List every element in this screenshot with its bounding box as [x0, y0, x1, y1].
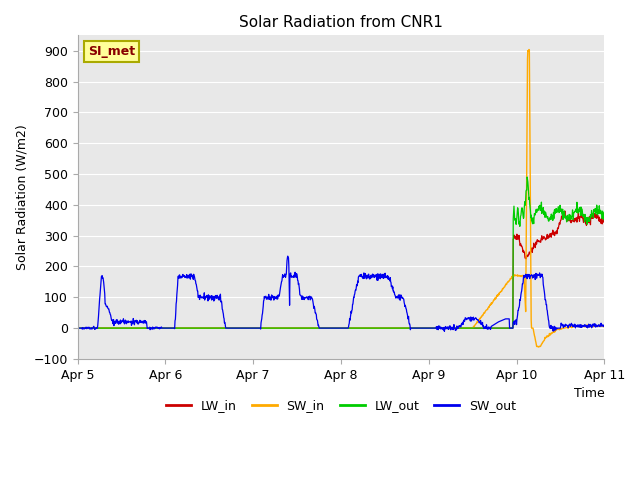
LW_in	[538, 233, 546, 239]
SW_out	[178, 274, 186, 279]
SW_out	[440, 328, 448, 334]
LW_in	[600, 215, 608, 221]
LW_in	[561, 208, 569, 214]
LW_out	[178, 325, 186, 331]
Y-axis label: Solar Radiation (W/m2): Solar Radiation (W/m2)	[15, 124, 28, 270]
SW_out	[423, 325, 431, 331]
SW_out	[600, 323, 608, 329]
LW_out	[600, 217, 608, 223]
Legend: LW_in, SW_in, LW_out, SW_out: LW_in, SW_in, LW_out, SW_out	[161, 395, 522, 418]
Title: Solar Radiation from CNR1: Solar Radiation from CNR1	[239, 15, 443, 30]
SW_out	[539, 274, 547, 280]
SW_out	[74, 325, 81, 331]
SW_in	[191, 325, 198, 331]
Line: SW_out: SW_out	[77, 256, 604, 331]
SW_in	[539, 339, 547, 345]
LW_out	[250, 325, 257, 331]
X-axis label: Time: Time	[573, 387, 604, 400]
LW_in	[191, 325, 198, 331]
LW_in	[492, 325, 499, 331]
SW_in	[535, 344, 543, 350]
Line: SW_in: SW_in	[77, 49, 604, 347]
LW_out	[538, 210, 546, 216]
Text: SI_met: SI_met	[88, 45, 135, 58]
Line: LW_in: LW_in	[77, 211, 604, 328]
LW_out	[524, 174, 531, 180]
Line: LW_out: LW_out	[77, 177, 604, 328]
LW_in	[74, 325, 81, 331]
SW_in	[600, 323, 608, 328]
SW_in	[422, 325, 430, 331]
SW_in	[178, 325, 186, 331]
SW_out	[492, 321, 500, 326]
SW_in	[74, 325, 81, 331]
SW_out	[250, 325, 257, 331]
LW_out	[422, 325, 430, 331]
LW_out	[74, 325, 81, 331]
LW_out	[191, 325, 198, 331]
SW_in	[525, 47, 533, 52]
SW_out	[191, 276, 198, 281]
SW_in	[492, 296, 499, 302]
SW_out	[284, 253, 292, 259]
LW_in	[422, 325, 430, 331]
SW_in	[250, 325, 257, 331]
LW_in	[178, 325, 186, 331]
LW_in	[250, 325, 257, 331]
LW_out	[492, 325, 499, 331]
